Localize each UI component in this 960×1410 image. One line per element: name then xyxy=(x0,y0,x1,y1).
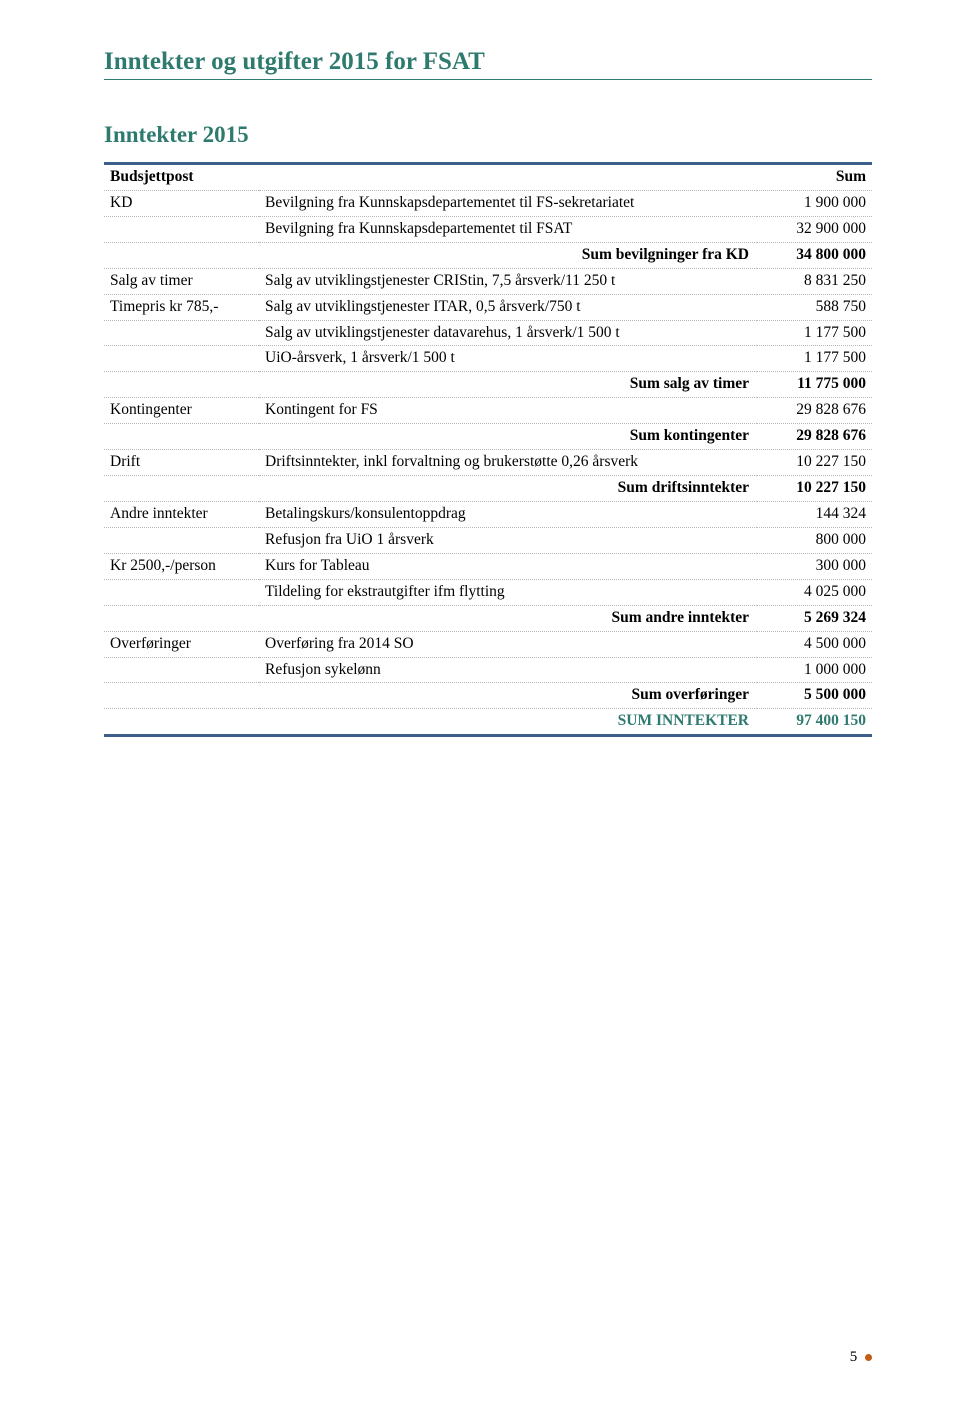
table-cell: Betalingskurs/konsulentoppdrag xyxy=(259,501,757,527)
table-cell: Kurs for Tableau xyxy=(259,553,757,579)
table-cell: SUM INNTEKTER xyxy=(259,709,757,736)
table-cell: Sum andre inntekter xyxy=(259,605,757,631)
table-row: Refusjon fra UiO 1 årsverk800 000 xyxy=(104,527,872,553)
table-cell: Kontingenter xyxy=(104,398,259,424)
table-cell xyxy=(104,527,259,553)
table-cell: Bevilgning fra Kunnskapsdepartementet ti… xyxy=(259,216,757,242)
table-cell: 1 900 000 xyxy=(757,190,872,216)
section-title: Inntekter 2015 xyxy=(104,122,872,148)
table-cell: Salg av utviklingstjenester ITAR, 0,5 år… xyxy=(259,294,757,320)
table-cell: Drift xyxy=(104,450,259,476)
table-cell: 4 025 000 xyxy=(757,579,872,605)
table-header-cell xyxy=(259,164,757,191)
table-cell: Kontingent for FS xyxy=(259,398,757,424)
table-cell: 97 400 150 xyxy=(757,709,872,736)
table-row: Refusjon sykelønn1 000 000 xyxy=(104,657,872,683)
table-row: DriftDriftsinntekter, inkl forvaltning o… xyxy=(104,450,872,476)
table-cell: Tildeling for ekstrautgifter ifm flyttin… xyxy=(259,579,757,605)
table-cell: 8 831 250 xyxy=(757,268,872,294)
table-header-row: Budsjettpost Sum xyxy=(104,164,872,191)
table-cell: 1 000 000 xyxy=(757,657,872,683)
table-row: OverføringerOverføring fra 2014 SO4 500 … xyxy=(104,631,872,657)
table-cell: 10 227 150 xyxy=(757,450,872,476)
table-cell: Driftsinntekter, inkl forvaltning og bru… xyxy=(259,450,757,476)
table-cell xyxy=(104,320,259,346)
table-cell: Bevilgning fra Kunnskapsdepartementet ti… xyxy=(259,190,757,216)
table-subtotal-row: Sum overføringer5 500 000 xyxy=(104,683,872,709)
table-cell xyxy=(104,683,259,709)
table-cell xyxy=(104,242,259,268)
table-cell: 144 324 xyxy=(757,501,872,527)
table-cell xyxy=(104,372,259,398)
table-row: KDBevilgning fra Kunnskapsdepartementet … xyxy=(104,190,872,216)
table-subtotal-row: Sum kontingenter29 828 676 xyxy=(104,424,872,450)
table-cell: Salg av utviklingstjenester CRIStin, 7,5… xyxy=(259,268,757,294)
table-cell: 29 828 676 xyxy=(757,398,872,424)
table-cell: Overføringer xyxy=(104,631,259,657)
table-cell: Refusjon fra UiO 1 årsverk xyxy=(259,527,757,553)
table-cell: 34 800 000 xyxy=(757,242,872,268)
table-cell: 29 828 676 xyxy=(757,424,872,450)
table-row: Salg av timerSalg av utviklingstjenester… xyxy=(104,268,872,294)
table-row: Salg av utviklingstjenester datavarehus,… xyxy=(104,320,872,346)
table-subtotal-row: Sum bevilgninger fra KD34 800 000 xyxy=(104,242,872,268)
table-row: KontingenterKontingent for FS29 828 676 xyxy=(104,398,872,424)
table-subtotal-row: Sum salg av timer11 775 000 xyxy=(104,372,872,398)
table-row: Bevilgning fra Kunnskapsdepartementet ti… xyxy=(104,216,872,242)
table-cell xyxy=(104,709,259,736)
table-cell: UiO-årsverk, 1 årsverk/1 500 t xyxy=(259,346,757,372)
table-cell xyxy=(104,424,259,450)
income-table: BudsjettpostSumKDBevilgning fra Kunnskap… xyxy=(104,162,872,737)
table-cell: 588 750 xyxy=(757,294,872,320)
table-cell xyxy=(104,346,259,372)
table-cell: Sum bevilgninger fra KD xyxy=(259,242,757,268)
table-cell: 800 000 xyxy=(757,527,872,553)
table-subtotal-row: Sum andre inntekter5 269 324 xyxy=(104,605,872,631)
table-grand-total-row: SUM INNTEKTER97 400 150 xyxy=(104,709,872,736)
table-subtotal-row: Sum driftsinntekter10 227 150 xyxy=(104,476,872,502)
table-cell: KD xyxy=(104,190,259,216)
table-cell: Sum salg av timer xyxy=(259,372,757,398)
table-row: Tildeling for ekstrautgifter ifm flyttin… xyxy=(104,579,872,605)
table-row: Kr 2500,-/personKurs for Tableau300 000 xyxy=(104,553,872,579)
table-cell: Salg av utviklingstjenester datavarehus,… xyxy=(259,320,757,346)
table-header-cell: Budsjettpost xyxy=(104,164,259,191)
table-cell xyxy=(104,216,259,242)
table-cell xyxy=(104,657,259,683)
table-header-cell: Sum xyxy=(757,164,872,191)
page-title: Inntekter og utgifter 2015 for FSAT xyxy=(104,48,872,80)
table-cell: Sum kontingenter xyxy=(259,424,757,450)
page-footer: 5 xyxy=(850,1349,872,1366)
table-row: Andre inntekterBetalingskurs/konsulentop… xyxy=(104,501,872,527)
table-cell: Salg av timer xyxy=(104,268,259,294)
table-cell xyxy=(104,579,259,605)
table-cell: Overføring fra 2014 SO xyxy=(259,631,757,657)
table-cell xyxy=(104,476,259,502)
table-cell: Kr 2500,-/person xyxy=(104,553,259,579)
table-cell: 11 775 000 xyxy=(757,372,872,398)
footer-dot-icon xyxy=(865,1354,872,1361)
table-cell: Andre inntekter xyxy=(104,501,259,527)
table-cell: 32 900 000 xyxy=(757,216,872,242)
table-row: UiO-årsverk, 1 årsverk/1 500 t1 177 500 xyxy=(104,346,872,372)
table-cell: 5 269 324 xyxy=(757,605,872,631)
table-cell: Timepris kr 785,- xyxy=(104,294,259,320)
table-cell: Sum driftsinntekter xyxy=(259,476,757,502)
table-cell: 10 227 150 xyxy=(757,476,872,502)
table-cell: 5 500 000 xyxy=(757,683,872,709)
table-cell: Refusjon sykelønn xyxy=(259,657,757,683)
table-cell: 1 177 500 xyxy=(757,346,872,372)
table-row: Timepris kr 785,-Salg av utviklingstjene… xyxy=(104,294,872,320)
table-cell: 300 000 xyxy=(757,553,872,579)
table-cell: 1 177 500 xyxy=(757,320,872,346)
table-cell: Sum overføringer xyxy=(259,683,757,709)
table-cell: 4 500 000 xyxy=(757,631,872,657)
page-number: 5 xyxy=(850,1349,858,1365)
table-cell xyxy=(104,605,259,631)
